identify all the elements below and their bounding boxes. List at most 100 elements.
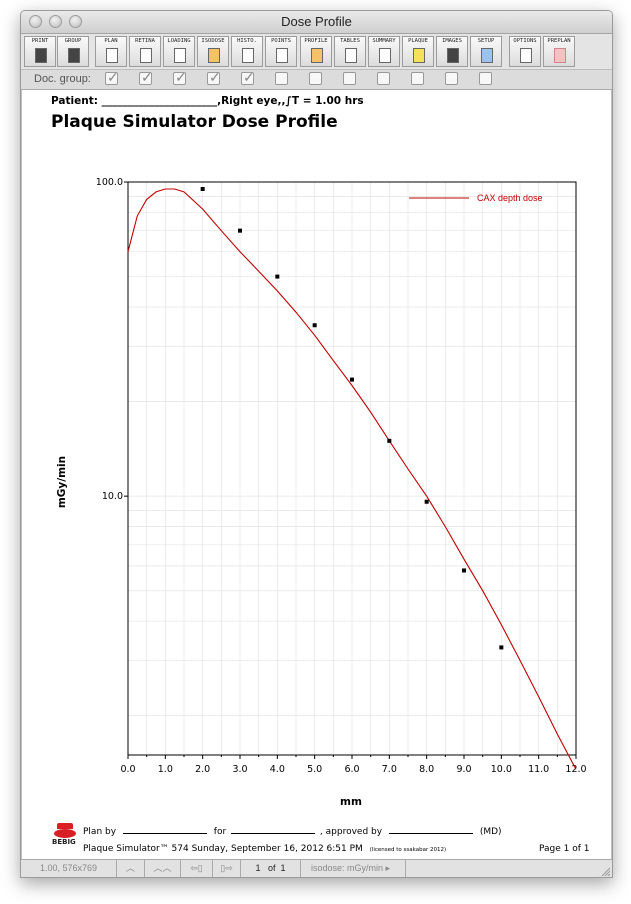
tables-button[interactable]: TABLES bbox=[334, 36, 366, 67]
plaque-icon bbox=[413, 48, 425, 63]
histogram-icon bbox=[242, 48, 254, 63]
doc-group-checkbox[interactable] bbox=[479, 72, 492, 85]
software-info: Plaque Simulator™ 574 Sunday, September … bbox=[83, 844, 363, 854]
doc-group-checkbox[interactable] bbox=[309, 72, 322, 85]
plan-button[interactable]: PLAN bbox=[95, 36, 127, 67]
loading-button[interactable]: LOADING bbox=[163, 36, 195, 67]
minimize-window-button[interactable] bbox=[49, 15, 62, 28]
doc-group-checkbox[interactable]: ✓ bbox=[241, 69, 255, 85]
resize-grip-icon[interactable] bbox=[600, 866, 610, 876]
patient-line: Patient: ______________________,Right ey… bbox=[51, 95, 364, 107]
summary-button[interactable]: SUMMARY bbox=[368, 36, 400, 67]
x-tick-label: 1.0 bbox=[158, 764, 173, 775]
plan-by-line: Plan by for , approved by (MD) bbox=[83, 827, 502, 837]
points-icon bbox=[276, 48, 288, 63]
x-tick-label: 2.0 bbox=[195, 764, 210, 775]
checkmark-icon: ✓ bbox=[107, 69, 119, 85]
bebig-logo-text: BEBIG bbox=[52, 838, 76, 846]
profile-icon bbox=[311, 48, 323, 63]
profile-button[interactable]: PROFILE bbox=[300, 36, 332, 67]
plan-icon bbox=[106, 48, 118, 63]
doc-group-checkbox[interactable] bbox=[377, 72, 390, 85]
preplan-button[interactable]: PREPLAN bbox=[543, 36, 575, 67]
scroll-up-small-button[interactable]: ︿ bbox=[117, 860, 145, 877]
zoom-readout: 1.00, 576x769 bbox=[21, 860, 117, 877]
previous-page-button[interactable]: ⇦▯ bbox=[181, 860, 213, 877]
doc-group-label: Doc. group: bbox=[34, 73, 91, 85]
toolbar-button-label: PREPLAN bbox=[547, 38, 571, 44]
plaque-button[interactable]: PLAQUE bbox=[402, 36, 434, 67]
doc-group-checkbox[interactable] bbox=[343, 72, 356, 85]
measured-point bbox=[238, 228, 242, 233]
close-window-button[interactable] bbox=[29, 15, 42, 28]
retina-button[interactable]: RETINA bbox=[129, 36, 161, 67]
toolbar-button-label: PRINT bbox=[31, 38, 49, 44]
group-button[interactable]: GROUP bbox=[57, 36, 89, 67]
toolbar-button-label: SUMMARY bbox=[372, 38, 396, 44]
images-icon bbox=[447, 48, 459, 63]
x-tick-label: 6.0 bbox=[344, 764, 359, 775]
setup-button[interactable]: SETUP bbox=[470, 36, 502, 67]
doc-group-checkbox[interactable] bbox=[275, 72, 288, 85]
doc-group-checkbox[interactable] bbox=[411, 72, 424, 85]
x-tick-label: 11.0 bbox=[528, 764, 549, 775]
toolbar-button-label: PLAN bbox=[104, 38, 118, 44]
measured-point bbox=[462, 568, 466, 573]
page-number-label: Page 1 of 1 bbox=[539, 844, 590, 854]
toolbar-button-label: RETINA bbox=[135, 38, 155, 44]
dose-unit-selector[interactable]: isodose: mGy/min ▸ bbox=[301, 860, 406, 877]
document-title: Plaque Simulator Dose Profile bbox=[51, 112, 338, 132]
x-tick-label: 4.0 bbox=[270, 764, 285, 775]
doc-group-checkbox[interactable] bbox=[445, 72, 458, 85]
points-button[interactable]: POINTS bbox=[265, 36, 297, 67]
toolbar-button-label: PROFILE bbox=[304, 38, 328, 44]
measured-point bbox=[312, 323, 317, 328]
images-button[interactable]: IMAGES bbox=[436, 36, 468, 67]
measured-point bbox=[350, 377, 354, 382]
scroll-up-large-button[interactable]: ︿︿ bbox=[145, 860, 181, 877]
title-bar[interactable]: Dose Profile bbox=[21, 11, 612, 34]
histo-button[interactable]: HISTO. bbox=[231, 36, 263, 67]
isodose-button[interactable]: ISODOSE bbox=[197, 36, 229, 67]
status-bar: 1.00, 576x769 ︿ ︿︿ ⇦▯ ▯⇨ 1 of 1 isodose:… bbox=[21, 859, 612, 877]
next-page-button[interactable]: ▯⇨ bbox=[213, 860, 241, 877]
x-tick-label: 12.0 bbox=[565, 764, 586, 775]
x-tick-label: 0.0 bbox=[120, 764, 135, 775]
y-tick-label: 100.0 bbox=[96, 177, 123, 188]
x-tick-label: 10.0 bbox=[491, 764, 512, 775]
toolbar-button-label: GROUP bbox=[64, 38, 82, 44]
x-tick-label: 5.0 bbox=[307, 764, 322, 775]
y-tick-label: 10.0 bbox=[102, 491, 123, 502]
current-page: 1 bbox=[255, 863, 261, 873]
zoom-window-button[interactable] bbox=[69, 15, 82, 28]
plan-by-label: Plan by bbox=[83, 827, 117, 837]
toolbar-button-label: HISTO. bbox=[237, 38, 257, 44]
retina-icon bbox=[140, 48, 152, 63]
tables-icon bbox=[345, 48, 357, 63]
measured-point bbox=[200, 186, 205, 191]
toolbar-button-label: LOADING bbox=[167, 38, 191, 44]
x-tick-label: 9.0 bbox=[456, 764, 471, 775]
window-title: Dose Profile bbox=[281, 14, 352, 29]
software-line: Plaque Simulator™ 574 Sunday, September … bbox=[83, 844, 446, 854]
doc-group-checkbox[interactable]: ✓ bbox=[207, 69, 221, 85]
bebig-logo: BEBIG bbox=[52, 823, 76, 847]
options-button[interactable]: OPTIONS bbox=[509, 36, 541, 67]
doc-group-checkbox[interactable]: ✓ bbox=[105, 69, 119, 85]
measured-point bbox=[424, 499, 429, 504]
y-axis-label: mGy/min bbox=[56, 456, 68, 508]
document-page: Patient: ______________________,Right ey… bbox=[21, 90, 612, 859]
chevron-right-icon: ▸ bbox=[383, 863, 391, 873]
dose-unit-label: isodose: mGy/min bbox=[311, 863, 384, 873]
toolbar-button-label: POINTS bbox=[271, 38, 291, 44]
x-axis-label: mm bbox=[340, 796, 362, 808]
doc-group-checkbox[interactable]: ✓ bbox=[173, 69, 187, 85]
page-navigator[interactable]: 1 of 1 bbox=[241, 860, 301, 877]
doc-group-checkbox[interactable]: ✓ bbox=[139, 69, 153, 85]
page-of-label: of bbox=[267, 863, 276, 873]
x-tick-label: 3.0 bbox=[232, 764, 247, 775]
for-label: for bbox=[213, 827, 227, 837]
approved-by-label: , approved by bbox=[319, 827, 383, 837]
print-button[interactable]: PRINT bbox=[24, 36, 56, 67]
options-icon bbox=[520, 48, 532, 63]
